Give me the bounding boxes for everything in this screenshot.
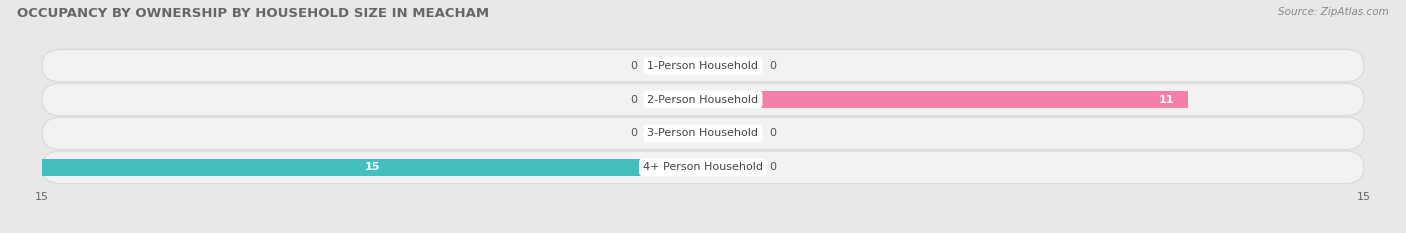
Text: OCCUPANCY BY OWNERSHIP BY HOUSEHOLD SIZE IN MEACHAM: OCCUPANCY BY OWNERSHIP BY HOUSEHOLD SIZE…	[17, 7, 489, 20]
FancyBboxPatch shape	[42, 49, 1364, 82]
FancyBboxPatch shape	[42, 117, 1364, 150]
Text: 4+ Person Household: 4+ Person Household	[643, 162, 763, 172]
Text: 0: 0	[769, 61, 776, 71]
Text: 0: 0	[630, 128, 637, 138]
Bar	[703, 57, 756, 75]
Text: 0: 0	[769, 128, 776, 138]
Bar	[650, 125, 703, 142]
Text: 0: 0	[630, 61, 637, 71]
FancyBboxPatch shape	[42, 83, 1364, 116]
Bar	[703, 158, 756, 176]
Bar	[703, 91, 1188, 108]
Text: 15: 15	[366, 162, 380, 172]
Bar	[703, 125, 756, 142]
Bar	[42, 158, 703, 176]
Text: 2-Person Household: 2-Person Household	[647, 95, 759, 105]
Text: 0: 0	[630, 95, 637, 105]
Text: 0: 0	[769, 162, 776, 172]
Text: 1-Person Household: 1-Person Household	[648, 61, 758, 71]
Bar	[650, 91, 703, 108]
Bar	[650, 57, 703, 75]
Text: 3-Person Household: 3-Person Household	[648, 128, 758, 138]
Text: Source: ZipAtlas.com: Source: ZipAtlas.com	[1278, 7, 1389, 17]
Text: 11: 11	[1159, 95, 1174, 105]
FancyBboxPatch shape	[42, 151, 1364, 184]
